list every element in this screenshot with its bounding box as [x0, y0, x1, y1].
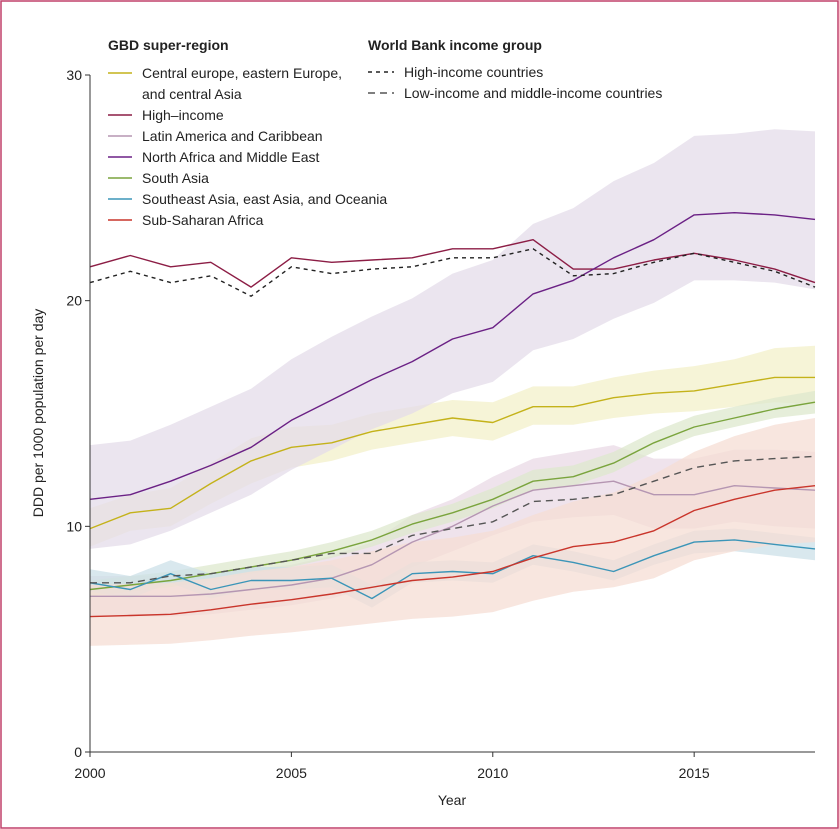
- y-tick-label: 30: [66, 67, 82, 83]
- line-lmic: [90, 455, 816, 584]
- x-tick-label: 2000: [74, 765, 105, 781]
- legend-title-income: World Bank income group: [368, 37, 542, 53]
- legend-title-gbd: GBD super-region: [108, 37, 229, 53]
- band-ssa: [90, 418, 815, 646]
- x-tick-label: 2015: [679, 765, 710, 781]
- line-high: [89, 238, 816, 288]
- axis-ticks: 0 10 20 30 2000 2005 2010 2015: [66, 67, 710, 781]
- line-lac: [90, 480, 816, 597]
- line-ssa: [89, 485, 816, 618]
- legend-label-lac: Latin America and Caribbean: [142, 128, 323, 144]
- line-namea: [89, 211, 816, 500]
- line-seao: [89, 539, 816, 600]
- legend-label-sasia: South Asia: [142, 170, 209, 186]
- x-tick-label: 2010: [477, 765, 508, 781]
- line-ceeca: [89, 376, 815, 530]
- y-tick-label: 0: [74, 744, 82, 760]
- legend-label-namea: North Africa and Middle East: [142, 149, 320, 165]
- series-lines: [89, 211, 816, 618]
- legend-label-ceeca: Central europe, eastern Europe,: [142, 65, 342, 81]
- legend-label-hic: High-income countries: [404, 64, 543, 80]
- legend-label-high: High–income: [142, 107, 224, 123]
- y-axis-title: DDD per 1000 population per day: [30, 309, 46, 518]
- legend: Central europe, eastern Europe, and centr…: [108, 64, 662, 228]
- legend-label-ssa: Sub-Saharan Africa: [142, 212, 264, 228]
- x-axis-title: Year: [438, 792, 467, 808]
- legend-label-lmic: Low-income and middle-income countries: [404, 85, 662, 101]
- y-tick-label: 10: [66, 518, 82, 534]
- legend-label-seao: Southeast Asia, east Asia, and Oceania: [142, 191, 387, 207]
- band-sasia: [90, 390, 815, 597]
- legend-label-ceeca: and central Asia: [142, 86, 242, 102]
- x-tick-label: 2005: [276, 765, 307, 781]
- y-tick-label: 20: [66, 293, 82, 309]
